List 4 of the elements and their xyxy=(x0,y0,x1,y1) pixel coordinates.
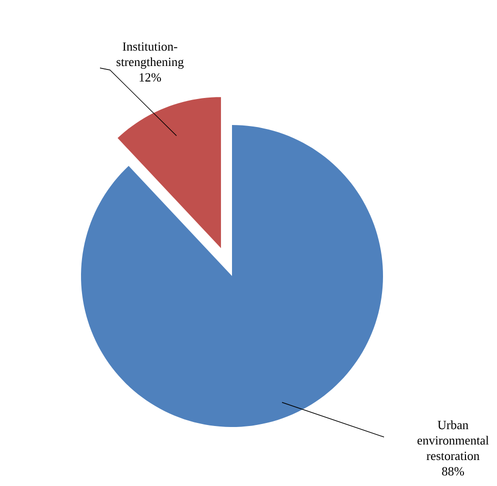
slice-label: Urban environmental restoration xyxy=(418,420,489,460)
slice-label: Institution-strengthening xyxy=(116,42,184,69)
data-label: 88% xyxy=(442,467,464,476)
data-label: 12% xyxy=(140,73,161,82)
